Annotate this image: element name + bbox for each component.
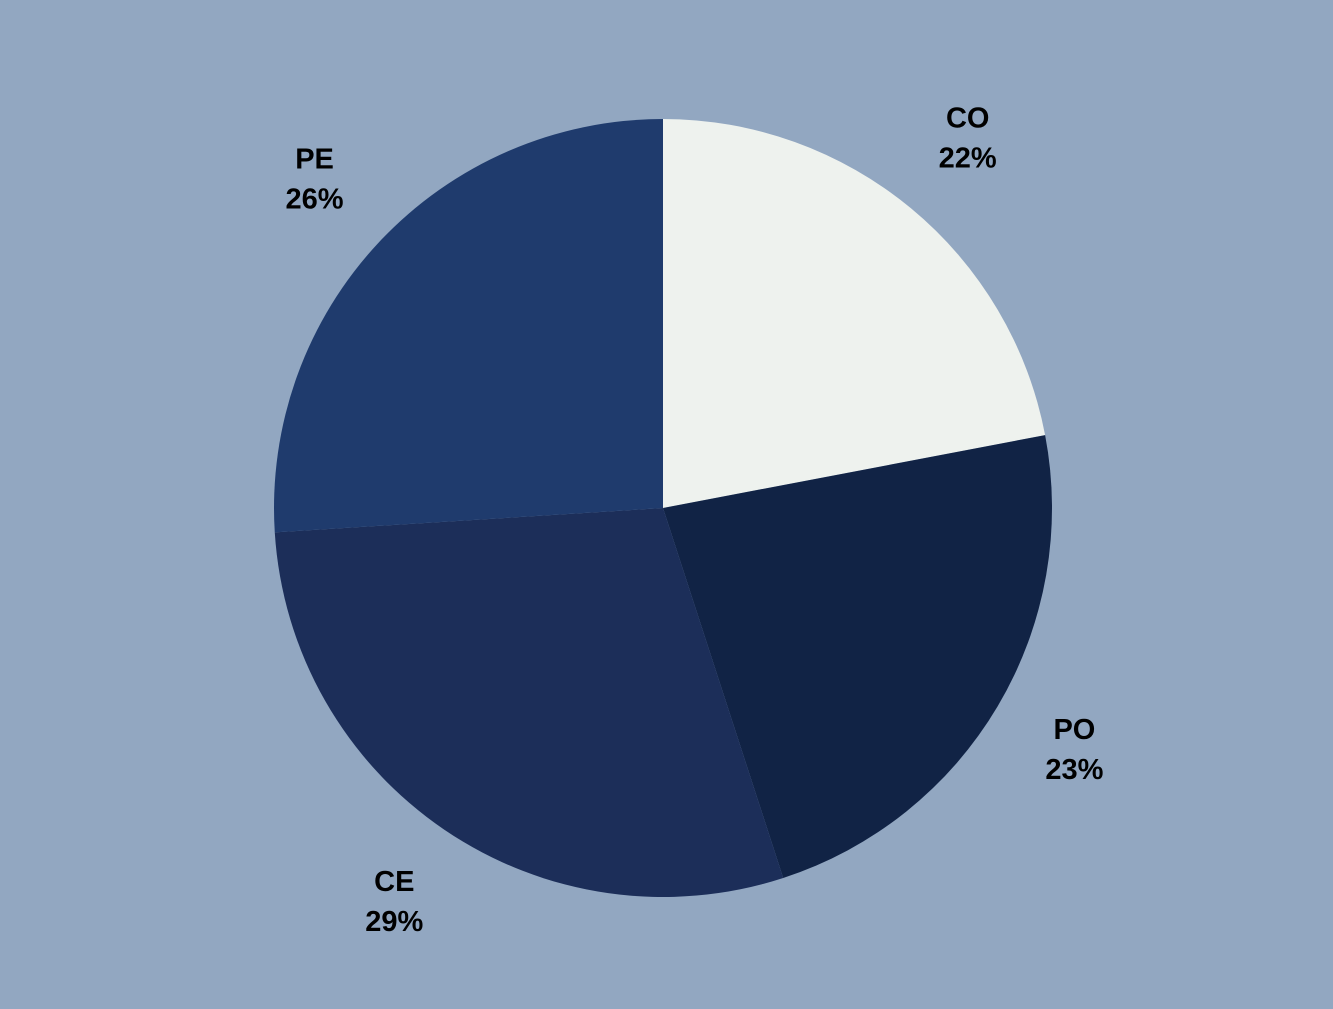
pie-slice-ce <box>274 508 784 897</box>
slice-percent-co: 22% <box>939 142 997 174</box>
pie-labels: CO 22% PO 23% CE 29% PE 26% <box>286 102 1104 938</box>
pie-slice-co <box>663 119 1046 508</box>
slice-percent-po: 23% <box>1045 754 1103 786</box>
pie-slice-po <box>663 435 1052 878</box>
slice-percent-ce: 29% <box>365 906 423 938</box>
pie-slices <box>274 119 1052 897</box>
slice-percent-pe: 26% <box>286 183 344 215</box>
pie-slice-pe <box>274 119 663 533</box>
slice-label-ce: CE <box>374 866 414 898</box>
slice-label-pe: PE <box>295 143 334 175</box>
slice-label-po: PO <box>1053 714 1095 746</box>
slice-label-co: CO <box>946 102 990 134</box>
